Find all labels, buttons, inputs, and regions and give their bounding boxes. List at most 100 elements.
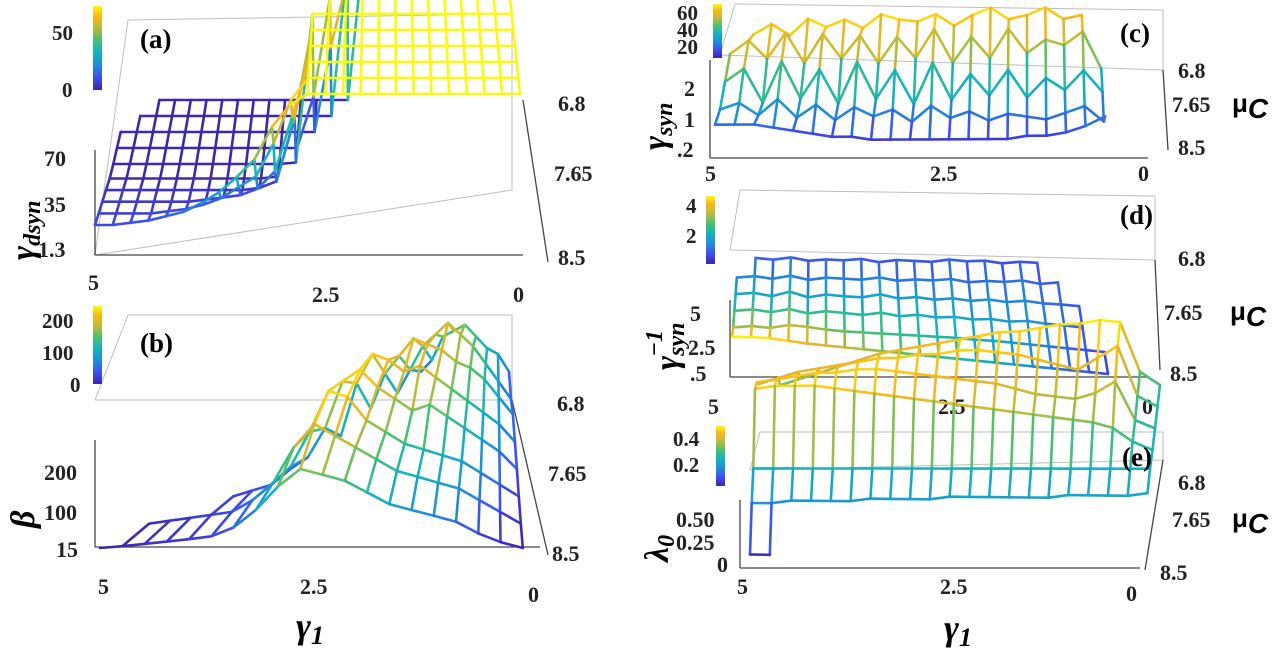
surface-mesh-segment — [833, 386, 856, 393]
surface-mesh-segment — [454, 360, 472, 370]
surface-mesh-segment — [752, 274, 756, 295]
surface-mesh-segment — [443, 0, 447, 16]
surface-mesh-segment — [878, 276, 899, 283]
surface-mesh-segment — [418, 364, 438, 379]
surface-mesh-segment — [842, 294, 864, 299]
surface-mesh-segment — [333, 434, 357, 449]
surface-mesh-segment — [878, 276, 882, 296]
surface-mesh-segment — [1047, 493, 1070, 500]
surface-mesh-segment — [877, 258, 898, 264]
panel-e-colorbar-tick: 0.4 — [673, 427, 700, 451]
surface-mesh-segment — [232, 508, 258, 529]
surface-mesh-segment — [450, 360, 458, 391]
surface-mesh-segment — [950, 402, 956, 470]
panel-e-z-tick: 0.50 — [676, 507, 715, 532]
surface-mesh-segment — [511, 28, 517, 48]
panel-a-colorbar-tick: 50 — [52, 21, 73, 45]
panel-d-y-axis — [1154, 259, 1161, 371]
surface-mesh-segment — [248, 114, 254, 134]
surface-mesh-segment — [258, 180, 278, 190]
surface-mesh-segment — [1098, 318, 1122, 324]
surface-mesh-segment — [121, 522, 151, 548]
surface-mesh-segment — [216, 114, 222, 134]
panel-d-z-tick: .5 — [690, 361, 707, 386]
surface-mesh-segment — [877, 13, 883, 65]
surface-mesh-segment — [737, 67, 746, 105]
surface-mesh-segment — [308, 44, 312, 64]
surface-mesh-segment — [434, 348, 444, 379]
panel-e: 0.4 0.2 (e) 0.50 0.25 0 λ0 5 2.5 0 6.8 7… — [639, 318, 1269, 648]
surface-mesh-segment — [842, 257, 863, 262]
surface-mesh-segment — [1069, 368, 1091, 374]
surface-mesh-segment — [1083, 104, 1087, 128]
surface-mesh-segment — [1146, 467, 1152, 495]
surface-mesh-segment — [383, 354, 401, 375]
surface-mesh-segment — [395, 469, 419, 479]
surface-mesh-segment — [498, 450, 519, 471]
surface-mesh-segment — [230, 498, 254, 514]
surface-mesh-segment — [1148, 448, 1154, 471]
surface-mesh-segment — [806, 309, 828, 315]
panel-c-z-tick: 2 — [684, 76, 695, 101]
surface-mesh-segment — [346, 0, 360, 102]
surface-mesh-segment — [476, 532, 502, 544]
panel-c-x-tick: 2.5 — [930, 161, 958, 186]
panel-e-x-tick: 2.5 — [940, 574, 968, 599]
surface-mesh-segment — [217, 175, 238, 194]
surface-mesh-segment — [842, 277, 864, 282]
surface-mesh-segment — [416, 475, 440, 485]
surface-mesh-segment — [897, 313, 919, 318]
surface-mesh-segment — [878, 292, 900, 300]
surface-mesh-segment — [93, 212, 100, 227]
surface-mesh-segment — [791, 129, 814, 135]
surface-mesh-segment — [877, 35, 899, 65]
surface-mesh-segment — [432, 514, 458, 524]
surface-mesh-segment — [343, 446, 357, 483]
surface-mesh-segment — [780, 59, 802, 100]
surface-mesh-segment — [111, 212, 118, 227]
surface-mesh-segment — [898, 333, 921, 338]
surface-mesh-segment — [896, 297, 901, 318]
panel-a-x-tick: 5 — [88, 270, 99, 295]
surface-mesh-segment — [747, 39, 769, 61]
surface-mesh-segment — [931, 277, 953, 282]
surface-mesh-segment — [1074, 391, 1097, 401]
surface-mesh-segment — [197, 130, 203, 150]
surface-mesh-segment — [312, 95, 316, 134]
surface-mesh-segment — [870, 392, 876, 470]
surface-mesh-segment — [910, 397, 916, 470]
surface-mesh-segment — [949, 277, 954, 300]
surface-mesh-segment — [749, 335, 771, 340]
surface-mesh-segment — [410, 508, 436, 518]
surface-mesh-segment — [1113, 380, 1137, 422]
surface-mesh-segment — [1003, 279, 1024, 284]
surface-mesh-segment — [443, 12, 448, 32]
surface-mesh-segment — [755, 377, 778, 384]
surface-mesh-segment — [751, 387, 757, 470]
panel-d-z-tick: 5 — [690, 301, 701, 326]
surface-mesh-segment — [1056, 363, 1079, 372]
surface-mesh-segment — [175, 162, 181, 180]
surface-mesh-segment — [861, 331, 884, 335]
surface-mesh-segment — [811, 384, 816, 470]
surface-mesh-segment — [976, 348, 1000, 354]
surface-mesh-segment — [232, 114, 238, 134]
surface-mesh-segment — [876, 356, 900, 360]
surface-mesh-segment — [788, 256, 793, 278]
surface-mesh-segment — [454, 520, 480, 535]
surface-mesh-segment — [463, 426, 484, 442]
surface-mesh-segment — [912, 56, 917, 106]
panel-a-colorbar-tick: 0 — [62, 78, 73, 102]
surface-mesh-segment — [983, 259, 1004, 265]
surface-mesh-segment — [898, 345, 922, 352]
surface-mesh-segment — [292, 422, 316, 449]
surface-mesh-segment — [770, 290, 792, 298]
surface-mesh-segment — [751, 22, 773, 37]
surface-mesh-segment — [289, 430, 311, 469]
panel-b-z-tick: 15 — [56, 537, 78, 562]
surface-mesh-segment — [484, 362, 500, 383]
panel-d: 4 2 (d) 5 2.5 .5 γsyn−1 5 2.5 0 6.8 7.65… — [642, 189, 1267, 419]
surface-mesh-segment — [408, 344, 425, 372]
surface-mesh-segment — [327, 389, 349, 399]
surface-mesh-segment — [916, 345, 922, 356]
